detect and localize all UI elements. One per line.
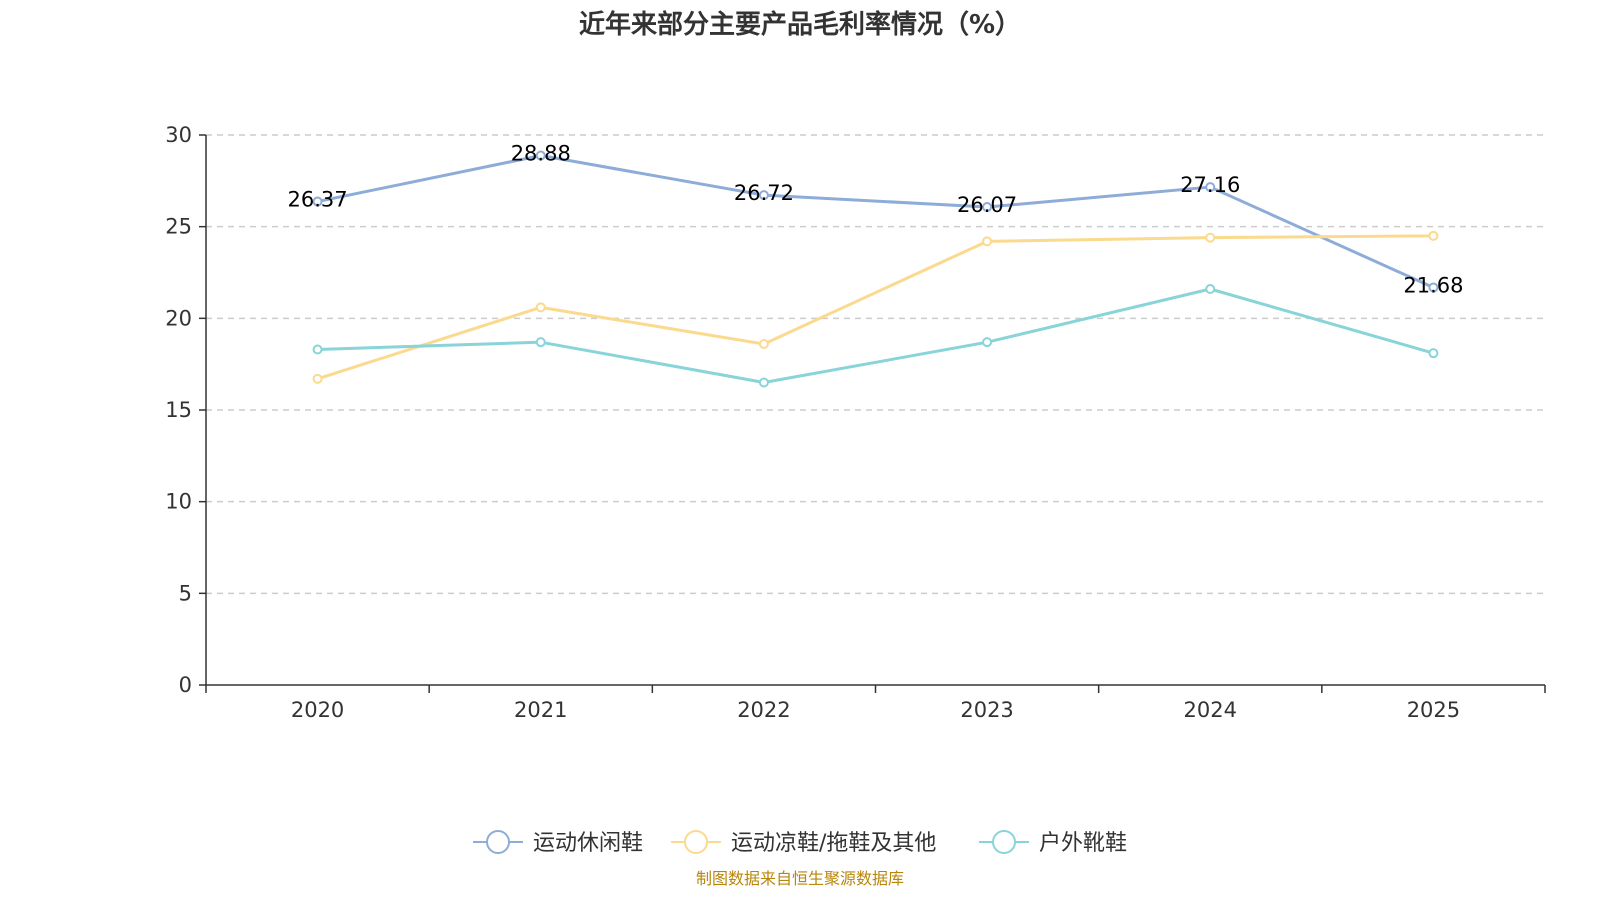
series-line-1	[317, 154, 1435, 289]
data-point	[982, 202, 993, 213]
data-point	[312, 196, 323, 207]
series-lines	[312, 150, 1439, 388]
legend-marker	[684, 830, 708, 854]
data-point	[535, 337, 546, 348]
data-point	[1428, 282, 1439, 293]
legend-marker	[486, 830, 510, 854]
legend-item[interactable]: 户外靴鞋	[979, 830, 1127, 856]
data-point	[1428, 348, 1439, 359]
data-point	[982, 337, 993, 348]
x-tick-label: 2020	[291, 698, 344, 722]
x-tick-label: 2023	[960, 698, 1013, 722]
y-tick-label: 0	[179, 673, 192, 697]
data-point	[1205, 284, 1216, 294]
y-tick-label: 20	[165, 306, 192, 330]
data-label: 21.68	[1403, 274, 1463, 298]
data-label: 26.07	[957, 193, 1017, 217]
x-tick-label: 2021	[514, 698, 567, 722]
data-point	[758, 190, 769, 201]
chart-title: 近年来部分主要产品毛利率情况（%）	[579, 9, 1021, 40]
data-point	[535, 302, 546, 313]
legend-label: 运动凉鞋/拖鞋及其他	[731, 831, 936, 856]
legend[interactable]: 运动休闲鞋 运动凉鞋/拖鞋及其他 户外靴鞋	[473, 830, 1127, 856]
legend-label: 户外靴鞋	[1039, 831, 1127, 856]
source-note: 制图数据来自恒生聚源数据库	[696, 869, 904, 888]
data-point	[1428, 230, 1439, 241]
x-tick-label: 2025	[1407, 698, 1460, 722]
series-line-3	[317, 287, 1434, 384]
legend-item[interactable]: 运动凉鞋/拖鞋及其他	[671, 830, 936, 856]
x-tick-label: 2022	[737, 698, 790, 722]
grid-lines	[206, 134, 1545, 595]
x-tick-label: 2024	[1184, 698, 1237, 722]
data-point	[982, 236, 993, 247]
data-point	[312, 344, 323, 355]
y-axis-ticks: 0 5 10 15 20 25 30	[165, 123, 206, 697]
legend-marker	[992, 830, 1016, 854]
data-point	[1205, 182, 1216, 193]
y-tick-label: 10	[165, 490, 192, 514]
data-point	[312, 373, 323, 384]
y-tick-label: 5	[179, 581, 192, 605]
data-label: 26.37	[288, 188, 348, 212]
data-label: 27.16	[1180, 173, 1240, 197]
data-point	[758, 339, 769, 349]
data-point	[758, 377, 769, 388]
y-tick-label: 25	[165, 215, 192, 239]
data-label: 28.88	[511, 142, 571, 166]
legend-item[interactable]: 运动休闲鞋	[473, 830, 643, 856]
data-label: 26.72	[734, 181, 794, 205]
data-point	[535, 150, 546, 161]
x-axis-ticks: 2020 2021 2022 2023 2024 2025	[205, 685, 1546, 722]
data-point	[1205, 232, 1216, 243]
data-labels: 26.37 28.88 26.72 26.07 27.16 21.68	[288, 142, 1464, 298]
series-line-2	[317, 234, 1434, 381]
y-tick-label: 15	[165, 398, 192, 422]
y-tick-label: 30	[165, 123, 192, 147]
legend-label: 运动休闲鞋	[533, 831, 643, 856]
